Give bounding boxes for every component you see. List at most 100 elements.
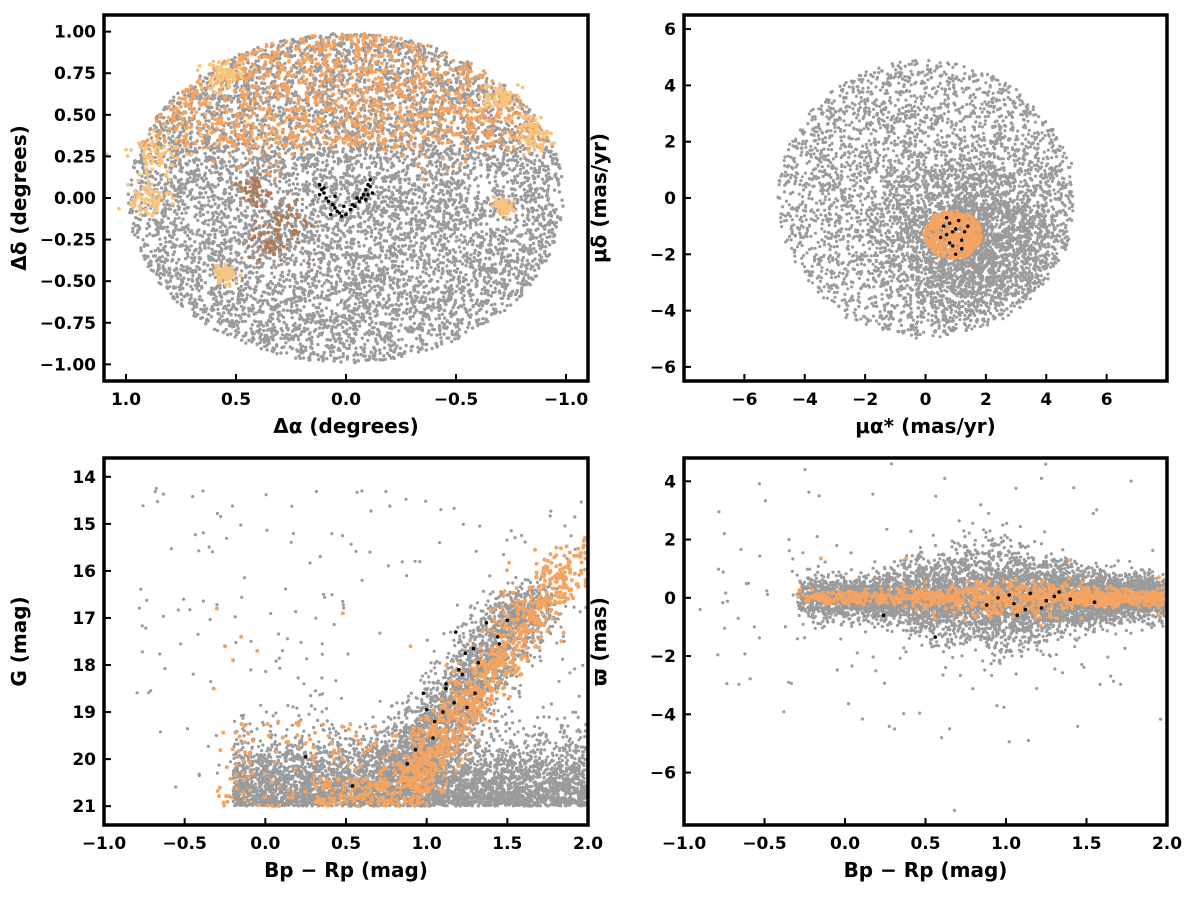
- field-stars-point: [553, 188, 556, 191]
- field-stars-point: [477, 191, 480, 194]
- field-stars-point: [549, 150, 552, 153]
- field-stars-point: [222, 331, 225, 334]
- field-stars-point: [416, 266, 419, 269]
- field-stars-point: [533, 159, 536, 162]
- field-stars-point: [140, 201, 143, 204]
- field-stars-point: [207, 223, 210, 226]
- field-stars-point: [197, 201, 200, 204]
- field-stars-point: [320, 284, 323, 287]
- field-stars-point: [345, 339, 348, 342]
- field-stars-point: [153, 184, 156, 187]
- field-stars-point: [164, 240, 167, 243]
- field-stars-point: [380, 162, 383, 165]
- field-stars-point: [391, 304, 394, 307]
- field-stars-point: [239, 197, 242, 200]
- field-stars-point: [434, 235, 437, 238]
- field-stars-point: [293, 260, 296, 263]
- field-stars-point: [224, 328, 227, 331]
- field-stars-point: [388, 215, 391, 218]
- field-stars-point: [505, 304, 508, 307]
- field-stars-point: [515, 267, 518, 270]
- field-stars-point: [503, 291, 506, 294]
- field-stars-point: [364, 232, 367, 235]
- field-stars-point: [329, 316, 332, 319]
- field-stars-point: [167, 217, 170, 220]
- field-stars-point: [516, 256, 519, 259]
- field-stars-point: [221, 234, 224, 237]
- field-stars-point: [262, 101, 265, 104]
- field-stars-point: [246, 174, 249, 177]
- field-stars-point: [430, 308, 433, 311]
- field-stars-point: [462, 101, 465, 104]
- field-stars-point: [526, 214, 529, 217]
- field-stars-point: [235, 194, 238, 197]
- field-stars-point: [225, 232, 228, 235]
- field-stars-point: [193, 240, 196, 243]
- field-stars-point: [476, 184, 479, 187]
- field-stars-point: [403, 56, 406, 59]
- field-stars-point: [372, 217, 375, 220]
- field-stars-point: [166, 199, 169, 202]
- field-stars-point: [462, 209, 465, 212]
- field-stars-point: [422, 247, 425, 250]
- field-stars-point: [359, 292, 362, 295]
- field-stars-point: [462, 299, 465, 302]
- field-stars-point: [372, 157, 375, 160]
- field-stars-point: [541, 178, 544, 181]
- field-stars-point: [281, 271, 284, 274]
- field-stars-point: [156, 172, 159, 175]
- field-stars-point: [440, 340, 443, 343]
- field-stars-point: [330, 275, 333, 278]
- field-stars-point: [288, 183, 291, 186]
- field-stars-point: [459, 250, 462, 253]
- field-stars-point: [216, 329, 219, 332]
- field-stars-point: [231, 297, 234, 300]
- field-stars-point: [206, 211, 209, 214]
- field-stars-point: [230, 196, 233, 199]
- field-stars-point: [552, 153, 555, 156]
- field-stars-point: [212, 198, 215, 201]
- field-stars-point: [251, 304, 254, 307]
- field-stars-point: [249, 327, 252, 330]
- field-stars-point: [419, 245, 422, 248]
- field-stars-point: [211, 248, 214, 251]
- field-stars-point: [346, 357, 349, 360]
- field-stars-point: [272, 260, 275, 263]
- field-stars-point: [480, 203, 483, 206]
- field-stars-point: [301, 169, 304, 172]
- field-stars-point: [324, 168, 327, 171]
- field-stars-point: [356, 94, 359, 97]
- field-stars-point: [544, 259, 547, 262]
- field-stars-point: [340, 187, 343, 190]
- field-stars-point: [496, 252, 499, 255]
- field-stars-point: [430, 333, 433, 336]
- field-stars-point: [514, 159, 517, 162]
- field-stars-point: [235, 239, 238, 242]
- field-stars-point: [427, 274, 430, 277]
- field-stars-point: [149, 250, 152, 253]
- field-stars-point: [393, 219, 396, 222]
- field-stars-point: [439, 234, 442, 237]
- field-stars-point: [498, 189, 501, 192]
- field-stars-point: [358, 301, 361, 304]
- field-stars-point: [361, 337, 364, 340]
- field-stars-point: [422, 314, 425, 317]
- field-stars-point: [442, 193, 445, 196]
- field-stars-point: [485, 222, 488, 225]
- field-stars-point: [463, 186, 466, 189]
- field-stars-point: [256, 215, 259, 218]
- field-stars-point: [342, 355, 345, 358]
- field-stars-point: [406, 302, 409, 305]
- field-stars-point: [452, 74, 455, 77]
- field-stars-point: [499, 272, 502, 275]
- field-stars-point: [278, 156, 281, 159]
- field-stars-point: [288, 279, 291, 282]
- field-stars-point: [467, 188, 470, 191]
- field-stars-point: [170, 292, 173, 295]
- field-stars-point: [204, 281, 207, 284]
- field-stars-point: [256, 266, 259, 269]
- field-stars-point: [377, 120, 380, 123]
- field-stars-point: [424, 223, 427, 226]
- field-stars-point: [532, 242, 535, 245]
- field-stars-point: [316, 343, 319, 346]
